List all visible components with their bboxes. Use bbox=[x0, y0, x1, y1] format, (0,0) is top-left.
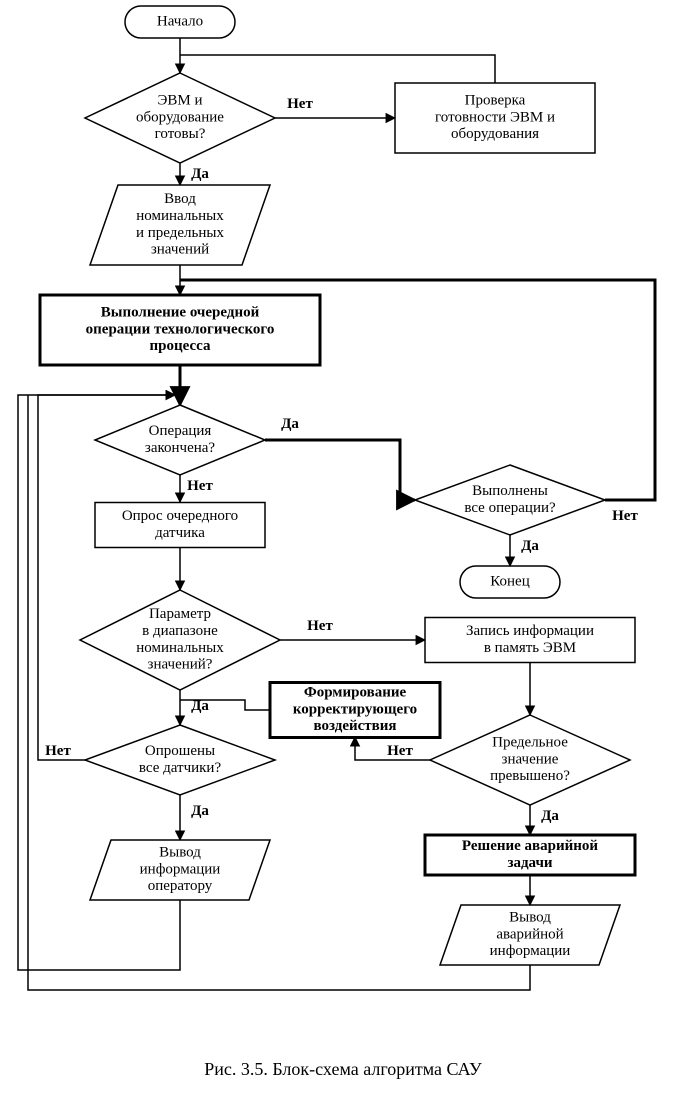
node-d_opdone: Операциязакончена? bbox=[95, 405, 265, 475]
node-io_input: Вводноминальныхи предельныхзначений bbox=[90, 185, 270, 265]
node-label: Выполнение очередной bbox=[101, 305, 260, 321]
node-label: Формирование bbox=[304, 685, 407, 701]
node-label: Вывод bbox=[509, 910, 551, 926]
node-d_ready: ЭВМ иоборудованиеготовы? bbox=[85, 73, 275, 163]
node-label: закончена? bbox=[145, 440, 216, 456]
node-label: номинальных bbox=[136, 640, 224, 656]
node-label: готовы? bbox=[155, 126, 206, 142]
figure-caption: Рис. 3.5. Блок-схема алгоритма САУ bbox=[204, 1059, 482, 1079]
node-p_emerg: Решение аварийнойзадачи bbox=[425, 835, 635, 875]
node-label: Конец bbox=[490, 573, 529, 589]
node-label: Начало bbox=[157, 13, 203, 29]
node-end: Конец bbox=[460, 566, 560, 598]
node-label: в память ЭВМ bbox=[484, 640, 576, 656]
node-label: ЭВМ и bbox=[157, 93, 202, 109]
node-label: Выполнены bbox=[472, 483, 548, 499]
node-label: датчика bbox=[155, 525, 205, 541]
node-io_out_em: Выводаварийнойинформации bbox=[440, 905, 620, 965]
edge bbox=[180, 55, 495, 83]
node-p_exec: Выполнение очереднойоперации технологиче… bbox=[40, 295, 320, 365]
node-label: Решение аварийной bbox=[462, 838, 599, 854]
node-label: все датчики? bbox=[139, 760, 222, 776]
edge-label: Нет bbox=[287, 96, 313, 112]
node-label: корректирующего bbox=[293, 701, 417, 717]
node-label: Проверка bbox=[465, 93, 526, 109]
node-d_range: Параметрв диапазоненоминальныхзначений? bbox=[80, 590, 280, 690]
node-start: Начало bbox=[125, 6, 235, 38]
node-label: Ввод bbox=[164, 191, 196, 207]
node-label: аварийной bbox=[496, 926, 563, 942]
node-label: операции технологического bbox=[86, 321, 275, 337]
node-p_corr: Формированиекорректирующеговоздействия bbox=[270, 683, 440, 738]
node-label: значений? bbox=[148, 657, 213, 673]
node-label: информации bbox=[490, 943, 571, 959]
node-d_allops: Выполненывсе операции? bbox=[415, 465, 605, 535]
node-label: Опрос очередного bbox=[122, 508, 238, 524]
edge-label: Да bbox=[191, 803, 209, 819]
edge-label: Да bbox=[281, 416, 299, 432]
node-label: Параметр bbox=[149, 606, 211, 622]
node-p_check: Проверкаготовности ЭВМ иоборудования bbox=[395, 83, 595, 153]
node-label: значений bbox=[151, 242, 209, 258]
node-label: Предельное bbox=[492, 735, 568, 751]
node-d_limit: Предельноезначениепревышено? bbox=[430, 715, 630, 805]
node-label: Опрошены bbox=[145, 743, 215, 759]
node-label: Вывод bbox=[159, 845, 201, 861]
node-d_allsens: Опрошенывсе датчики? bbox=[85, 725, 275, 795]
node-label: значение bbox=[502, 751, 559, 767]
node-label: оборудования bbox=[451, 126, 539, 142]
node-label: готовности ЭВМ и bbox=[435, 109, 555, 125]
edge-label: Да bbox=[541, 808, 559, 824]
node-label: процесса bbox=[150, 338, 211, 354]
node-label: информации bbox=[140, 861, 221, 877]
node-label: Запись информации bbox=[466, 623, 594, 639]
node-label: и предельных bbox=[136, 225, 224, 241]
node-p_poll: Опрос очередногодатчика bbox=[95, 503, 265, 548]
node-label: превышено? bbox=[490, 768, 570, 784]
node-io_out_op: Выводинформацииоператору bbox=[90, 840, 270, 900]
node-label: оборудование bbox=[136, 109, 224, 125]
node-label: оператору bbox=[148, 878, 213, 894]
node-p_store: Запись информациив память ЭВМ bbox=[425, 618, 635, 663]
node-label: в диапазоне bbox=[142, 623, 218, 639]
edge-label: Нет bbox=[387, 743, 413, 759]
node-label: задачи bbox=[507, 855, 552, 871]
node-label: воздействия bbox=[313, 718, 396, 734]
edge-label: Нет bbox=[187, 478, 213, 494]
edge bbox=[265, 440, 415, 500]
node-label: номинальных bbox=[136, 208, 224, 224]
node-label: Операция bbox=[149, 423, 212, 439]
edge-label: Нет bbox=[307, 618, 333, 634]
flowchart-canvas: НетДаНетДаДаНетНетДаНетДаНетДаНачалоЭВМ … bbox=[0, 0, 686, 1100]
edge-label: Да bbox=[191, 166, 209, 182]
edge-label: Нет bbox=[45, 743, 71, 759]
edge-label: Да bbox=[521, 538, 539, 554]
edge-label: Нет bbox=[612, 508, 638, 524]
node-label: все операции? bbox=[464, 500, 556, 516]
